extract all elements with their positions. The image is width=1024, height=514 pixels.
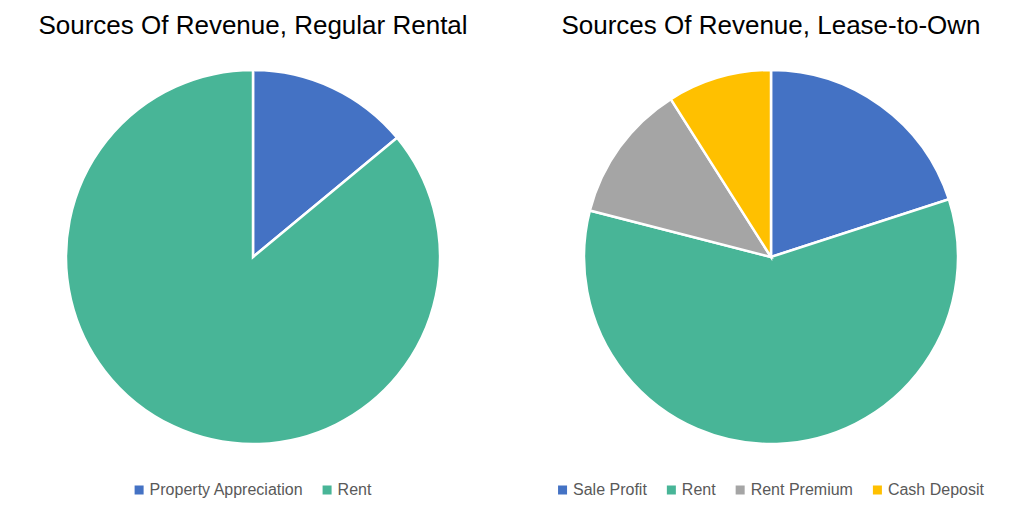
legend-item: Sale Profit xyxy=(558,481,647,498)
pie-slice xyxy=(671,70,771,257)
legend-item: Rent xyxy=(667,481,716,498)
chart-title: Sources Of Revenue, Regular Rental xyxy=(38,10,467,40)
legend-swatch xyxy=(736,486,745,495)
legend-swatch xyxy=(873,486,882,495)
legend-label: Property Appreciation xyxy=(150,481,303,498)
pie-slice xyxy=(66,70,440,444)
legend-label: Rent Premium xyxy=(751,481,853,498)
slices xyxy=(584,70,958,444)
legend-item: Cash Deposit xyxy=(873,481,985,498)
legend-label: Sale Profit xyxy=(573,481,647,498)
legend-item: Property Appreciation xyxy=(135,481,303,498)
legend-swatch xyxy=(323,486,332,495)
legend-label: Rent xyxy=(338,481,372,498)
legend: Property Appreciation Rent xyxy=(135,481,372,498)
legend-item: Rent Premium xyxy=(736,481,853,498)
legend-item: Rent xyxy=(323,481,372,498)
legend-label: Cash Deposit xyxy=(888,481,985,498)
legend-swatch xyxy=(558,486,567,495)
legend-swatch xyxy=(135,486,144,495)
legend-label: Rent xyxy=(682,481,716,498)
pie-chart: Sources Of Revenue, Lease-to-Own Sale Pro… xyxy=(558,10,984,498)
pie-chart: Sources Of Revenue, Regular Rental Proper… xyxy=(38,10,467,498)
figure: Sources Of Revenue, Regular Rental Proper… xyxy=(0,0,1024,514)
legend-swatch xyxy=(667,486,676,495)
chart-title: Sources Of Revenue, Lease-to-Own xyxy=(561,10,980,40)
legend: Sale Profit Rent Rent Premium Cash Deposit xyxy=(558,481,984,498)
slices xyxy=(66,70,440,444)
